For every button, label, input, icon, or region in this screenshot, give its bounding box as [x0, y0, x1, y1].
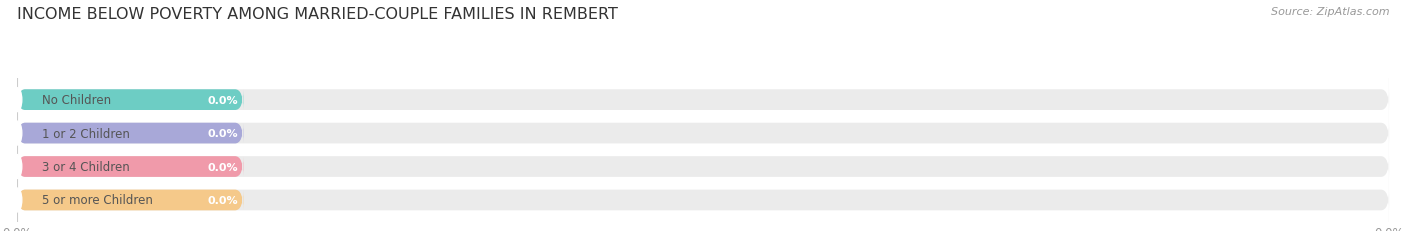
Text: No Children: No Children: [42, 94, 111, 107]
Text: 0.0%: 0.0%: [207, 195, 238, 205]
Text: Source: ZipAtlas.com: Source: ZipAtlas.com: [1271, 7, 1389, 17]
Circle shape: [11, 155, 22, 179]
Text: 0.0%: 0.0%: [207, 128, 238, 138]
FancyBboxPatch shape: [17, 90, 1389, 110]
FancyBboxPatch shape: [17, 90, 243, 110]
Text: 3 or 4 Children: 3 or 4 Children: [42, 160, 129, 173]
Text: INCOME BELOW POVERTY AMONG MARRIED-COUPLE FAMILIES IN REMBERT: INCOME BELOW POVERTY AMONG MARRIED-COUPL…: [17, 7, 617, 22]
FancyBboxPatch shape: [17, 190, 243, 210]
FancyBboxPatch shape: [17, 156, 243, 177]
Text: 5 or more Children: 5 or more Children: [42, 194, 152, 207]
Circle shape: [11, 88, 22, 112]
Text: 0.0%: 0.0%: [207, 95, 238, 105]
FancyBboxPatch shape: [17, 123, 1389, 144]
FancyBboxPatch shape: [17, 123, 243, 144]
Circle shape: [11, 188, 22, 212]
Text: 0.0%: 0.0%: [207, 162, 238, 172]
Text: 1 or 2 Children: 1 or 2 Children: [42, 127, 129, 140]
FancyBboxPatch shape: [17, 156, 1389, 177]
Circle shape: [11, 122, 22, 146]
FancyBboxPatch shape: [17, 190, 1389, 210]
